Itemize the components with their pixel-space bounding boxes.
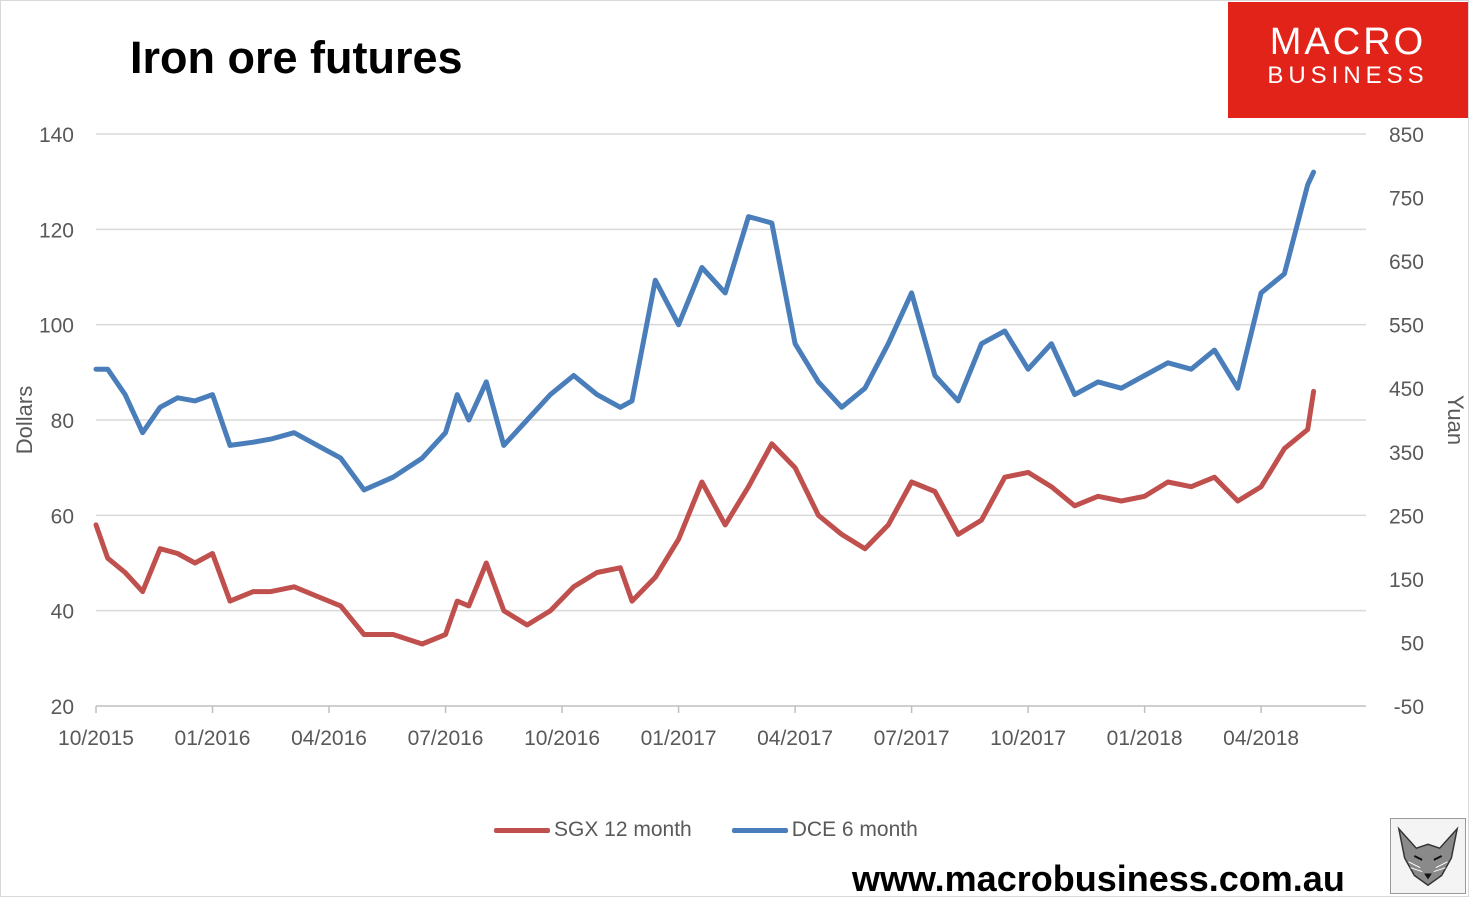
series-lines (93, 169, 1317, 647)
x-tick-label: 04/2017 (757, 727, 833, 750)
right-axis-ticks: -50 50 150 250 350 450 550 650 750 850 (1389, 124, 1424, 719)
x-tick-label: 04/2018 (1223, 727, 1299, 750)
x-tick-label: 07/2017 (874, 727, 950, 750)
left-tick-label: 100 (39, 315, 74, 338)
x-axis-ticks: 10/2015 01/2016 04/2016 07/2016 10/2016 01/20… (58, 706, 1299, 750)
right-tick-label: 750 (1389, 188, 1424, 211)
macrobusiness-logo: MACRO BUSINESS (1228, 2, 1468, 118)
chart-title: Iron ore futures (130, 32, 463, 83)
right-tick-label: 550 (1389, 315, 1424, 338)
x-tick-label: 01/2018 (1107, 727, 1183, 750)
legend-swatch-dce (731, 827, 788, 833)
right-tick-label: 450 (1389, 378, 1424, 401)
legend-label-dce: DCE 6 month (791, 818, 918, 841)
fox-logo-icon (1390, 818, 1466, 894)
left-tick-label: 40 (51, 601, 74, 624)
right-tick-label: 50 (1401, 632, 1424, 655)
left-axis-ticks: 20 40 60 80 100 120 140 (39, 124, 74, 719)
website-url: www.macrobusiness.com.au (852, 858, 1345, 899)
left-tick-label: 20 (51, 696, 74, 719)
gridlines (96, 133, 1366, 707)
left-tick-label: 120 (39, 219, 74, 242)
legend-label-sgx: SGX 12 month (554, 818, 692, 841)
right-tick-label: 250 (1389, 505, 1424, 528)
y2-axis-label: Yuan (1443, 395, 1468, 445)
legend-item-sgx: SGX 12 month (494, 818, 692, 842)
series-line-sgx (93, 388, 1317, 647)
x-tick-label: 01/2016 (175, 727, 251, 750)
legend-swatch-sgx (494, 827, 550, 833)
legend-item-dce: DCE 6 month (731, 818, 918, 842)
logo-line-2: BUSINESS (1267, 62, 1429, 89)
logo-line-1: MACRO (1269, 21, 1427, 63)
x-tick-label: 07/2016 (408, 727, 484, 750)
right-tick-label: 350 (1389, 442, 1424, 465)
left-tick-label: 140 (39, 124, 74, 147)
x-tick-label: 04/2016 (291, 727, 367, 750)
x-tick-label: 10/2015 (58, 727, 134, 750)
left-tick-label: 80 (51, 410, 74, 433)
left-tick-label: 60 (51, 505, 74, 528)
legend: SGX 12 month DCE 6 month (494, 818, 918, 842)
series-line-dce (93, 169, 1317, 493)
right-tick-label: 850 (1389, 124, 1424, 147)
right-tick-label: 150 (1389, 569, 1424, 592)
x-tick-label: 10/2016 (524, 727, 600, 750)
y-axis-label: Dollars (12, 386, 37, 454)
right-tick-label: 650 (1389, 251, 1424, 274)
x-tick-label: 10/2017 (990, 727, 1066, 750)
right-tick-label: -50 (1394, 696, 1424, 719)
x-tick-label: 01/2017 (641, 727, 717, 750)
